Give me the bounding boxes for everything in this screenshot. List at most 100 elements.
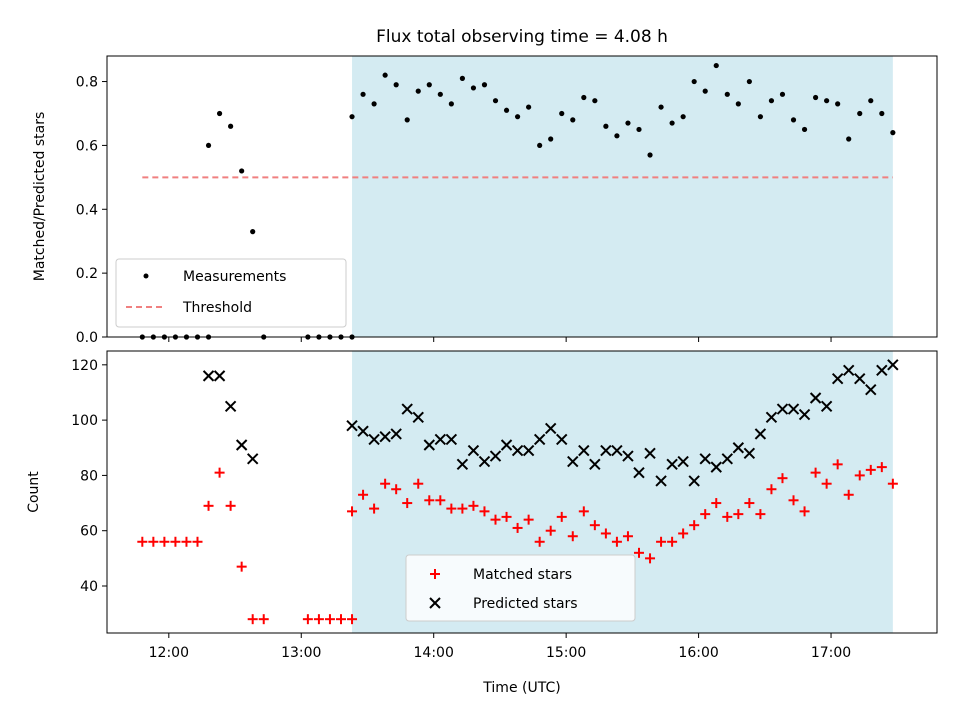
matched-point: [700, 509, 711, 520]
predicted-point: [445, 433, 458, 446]
predicted-point: [544, 422, 557, 435]
matched-point: [633, 547, 644, 558]
measurement-point: [404, 117, 410, 123]
measurement-point: [537, 142, 543, 149]
matched-point: [645, 553, 656, 564]
predicted-point: [346, 419, 358, 432]
predicted-point: [390, 428, 402, 440]
predicted-point: [655, 475, 667, 487]
ratio-plot-frame: [106, 55, 938, 338]
ratio-legend: Measurements Threshold: [115, 258, 347, 328]
measurement-point: [548, 136, 554, 142]
predicted-point: [787, 403, 800, 415]
ratio-legend-box: [115, 258, 347, 328]
measurement-point: [691, 78, 697, 85]
measurement-point: [228, 123, 234, 129]
matched-point: [678, 528, 689, 539]
measurement-point: [382, 72, 388, 78]
measurement-point: [514, 114, 521, 120]
predicted-point: [622, 450, 634, 462]
measurement-point: [592, 98, 598, 104]
predicted-point: [202, 370, 215, 382]
matched-point: [534, 536, 545, 547]
matched-point: [733, 509, 744, 520]
predicted-point: [710, 461, 722, 473]
predicted-point: [522, 444, 535, 457]
measurement-point: [636, 126, 642, 133]
measurement-point: [559, 110, 565, 117]
ratio-y-axis-label: Matched/Predicted stars: [32, 112, 48, 282]
predicted-point: [423, 439, 435, 451]
predicted-point: [533, 433, 546, 446]
measurement-point: [779, 91, 786, 97]
count-panel: 40 60 80 100 120 12:00 13:00 14:00 15:00 16:00 17…: [26, 350, 938, 696]
measurement-point: [658, 104, 664, 110]
matched-point: [457, 503, 468, 514]
y-tick-label: 40: [80, 579, 98, 595]
measurement-point: [846, 136, 852, 142]
matched-point: [777, 473, 788, 484]
matched-point: [766, 484, 777, 495]
predicted-point: [644, 447, 656, 460]
predicted-point: [412, 411, 424, 424]
matched-point: [622, 531, 633, 542]
count-y-axis-label: Count: [26, 471, 42, 513]
predicted-point: [854, 372, 866, 385]
x-tick-label: 17:00: [811, 645, 851, 661]
measurement-point: [890, 130, 896, 136]
measurement-point: [415, 88, 421, 94]
measurement-point: [581, 94, 587, 101]
matched-point: [788, 495, 799, 506]
y-tick-label: 100: [71, 413, 98, 429]
measurement-point: [570, 117, 576, 123]
y-tick-label: 60: [80, 524, 98, 540]
matched-point: [512, 522, 523, 533]
matched-point: [192, 536, 203, 547]
measurement-point: [625, 120, 631, 126]
measurement-point: [835, 101, 841, 107]
matched-point: [148, 536, 159, 547]
matched-point: [391, 484, 402, 495]
matched-point: [755, 509, 766, 520]
predicted-point: [721, 453, 733, 465]
chart-title: Flux total observing time = 4.08 h: [376, 27, 668, 47]
predicted-point: [688, 475, 700, 487]
matched-point: [225, 500, 236, 511]
matched-point: [402, 498, 413, 509]
y-tick-label: 120: [71, 358, 98, 374]
predicted-point: [600, 444, 612, 457]
measurement-point: [481, 82, 488, 88]
matched-point: [159, 536, 170, 547]
x-tick-label: 13:00: [281, 645, 321, 661]
matched-point: [799, 506, 810, 517]
matched-point: [347, 506, 358, 517]
predicted-point: [666, 458, 678, 471]
measurement-point: [669, 120, 675, 126]
legend-label-matched: Matched stars: [473, 567, 572, 583]
count-legend: Matched stars Predicted stars: [405, 554, 636, 622]
matched-point: [578, 506, 589, 517]
predicted-point: [831, 372, 844, 385]
x-axis-label: Time (UTC): [482, 680, 560, 696]
y-tick-label: 80: [80, 468, 98, 484]
matched-point: [722, 511, 733, 522]
predicted-point: [500, 439, 513, 451]
matched-point: [446, 503, 457, 514]
matched-point: [324, 614, 335, 625]
predicted-point: [743, 447, 756, 460]
measurement-point: [205, 142, 212, 149]
predicted-point: [511, 444, 524, 457]
measurement-point: [879, 110, 885, 117]
measurement-point: [680, 114, 686, 120]
measurement-point: [492, 98, 499, 104]
measurement-point: [437, 91, 443, 97]
predicted-point: [246, 453, 259, 465]
measurement-point: [746, 78, 752, 85]
matched-point: [203, 500, 214, 511]
matched-point: [744, 498, 755, 509]
matched-point: [611, 536, 622, 547]
y-tick-label: 0.8: [76, 75, 98, 91]
measurement-point: [857, 110, 863, 117]
matched-point: [137, 536, 148, 547]
matched-point: [876, 462, 887, 473]
